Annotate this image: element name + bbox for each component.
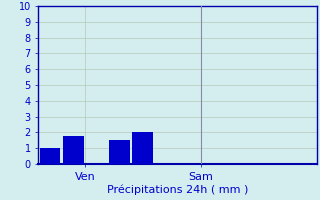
- Bar: [40, 148, 60, 164]
- Bar: [132, 132, 153, 164]
- Bar: [109, 140, 130, 164]
- X-axis label: Précipitations 24h ( mm ): Précipitations 24h ( mm ): [107, 184, 248, 195]
- Bar: [63, 136, 84, 164]
